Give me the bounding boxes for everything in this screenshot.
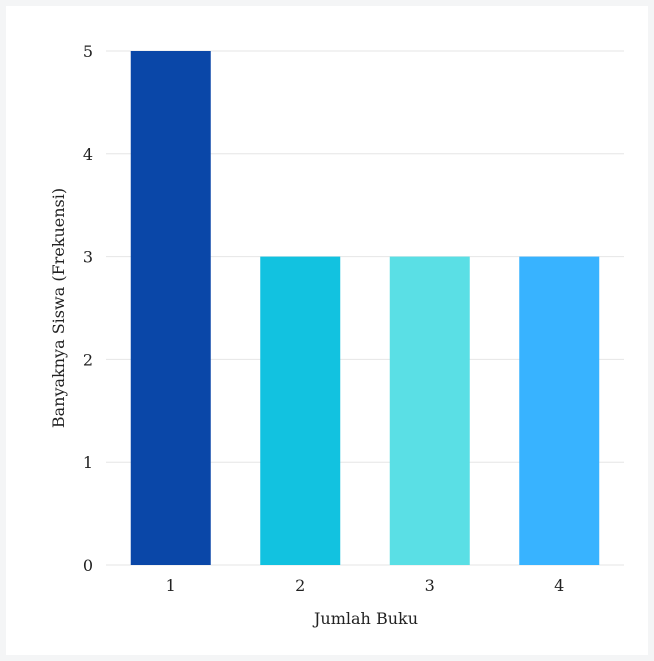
x-tick-label: 2 [295,576,305,595]
y-tick-label: 4 [83,145,93,164]
y-tick-label: 3 [83,248,93,267]
bar-3 [389,256,470,565]
y-tick-label: 0 [83,556,93,575]
x-tick-labels: 1 2 3 4 [166,576,565,595]
bar-4 [519,256,600,565]
y-tick-label: 1 [83,453,93,472]
x-tick-label: 4 [554,576,564,595]
y-tick-label: 5 [83,42,93,61]
y-tick-labels: 0 1 2 3 4 5 [83,42,93,575]
x-tick-label: 3 [425,576,435,595]
x-tick-label: 1 [166,576,176,595]
bar-2 [260,256,341,565]
bar-1 [130,51,211,565]
y-axis-title: Banyaknya Siswa (Frekuensi) [49,188,68,428]
x-axis-title: Jumlah Buku [312,609,418,628]
bars [130,51,600,565]
y-tick-label: 2 [83,350,93,369]
